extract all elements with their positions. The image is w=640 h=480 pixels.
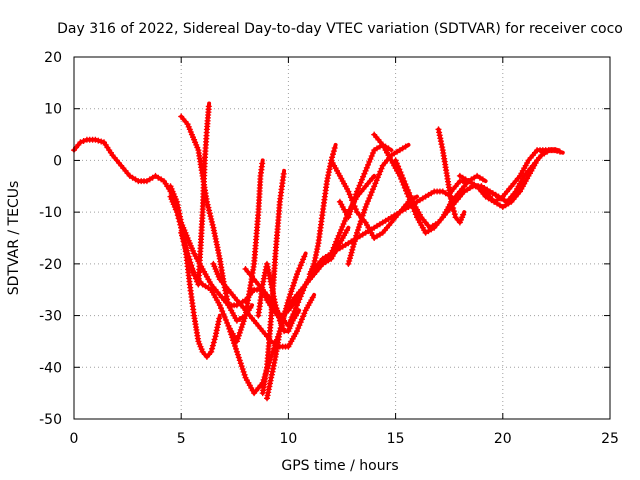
y-tick-label: 10 bbox=[44, 102, 62, 118]
series-point-markers bbox=[178, 103, 212, 288]
y-tick-labels: -50 -40 -30 -20 -10 0 10 20 bbox=[39, 50, 62, 428]
series-track-10 bbox=[259, 168, 287, 397]
y-tick-label: -10 bbox=[39, 205, 62, 221]
x-tick-label: 15 bbox=[387, 431, 405, 447]
series-track-6 bbox=[210, 260, 317, 350]
y-tick-label: -50 bbox=[39, 412, 62, 428]
series-track-18 bbox=[435, 126, 467, 226]
series-track-7 bbox=[225, 158, 266, 345]
x-tick-label: 25 bbox=[601, 431, 619, 447]
x-tick-label: 20 bbox=[494, 431, 512, 447]
series-track-4 bbox=[178, 113, 254, 324]
x-axis-label: GPS time / hours bbox=[281, 458, 398, 474]
series-point-markers bbox=[259, 170, 287, 397]
y-tick-label: 20 bbox=[44, 50, 62, 66]
y-tick-label: -40 bbox=[39, 360, 62, 376]
series-track-2 bbox=[167, 193, 308, 397]
y-tick-label: -20 bbox=[39, 257, 62, 273]
grid bbox=[74, 57, 610, 419]
series-point-markers bbox=[345, 143, 409, 267]
plot-frame bbox=[73, 56, 611, 420]
series-point-markers bbox=[167, 193, 308, 397]
series-track-21 bbox=[478, 147, 561, 205]
x-tick-labels: 0 5 10 15 20 25 bbox=[70, 431, 619, 447]
tick-marks bbox=[73, 56, 611, 420]
x-tick-label: 5 bbox=[177, 431, 186, 447]
series-track-5 bbox=[178, 101, 212, 288]
series-point-markers bbox=[435, 126, 467, 226]
series-track-15 bbox=[345, 142, 411, 267]
series-point-markers bbox=[264, 188, 452, 402]
x-tick-label: 10 bbox=[279, 431, 297, 447]
y-tick-label: 0 bbox=[53, 153, 62, 169]
series-point-markers bbox=[478, 147, 559, 205]
y-axis-label: SDTVAR / TECUs bbox=[6, 181, 22, 296]
series-point-markers bbox=[225, 160, 266, 345]
series-track-11 bbox=[264, 188, 454, 402]
series-point-markers bbox=[336, 141, 392, 221]
x-tick-label: 0 bbox=[70, 431, 79, 447]
y-tick-label: -30 bbox=[39, 309, 62, 325]
chart-title: Day 316 of 2022, Sidereal Day-to-day VTE… bbox=[57, 21, 623, 37]
data-series bbox=[71, 101, 565, 402]
